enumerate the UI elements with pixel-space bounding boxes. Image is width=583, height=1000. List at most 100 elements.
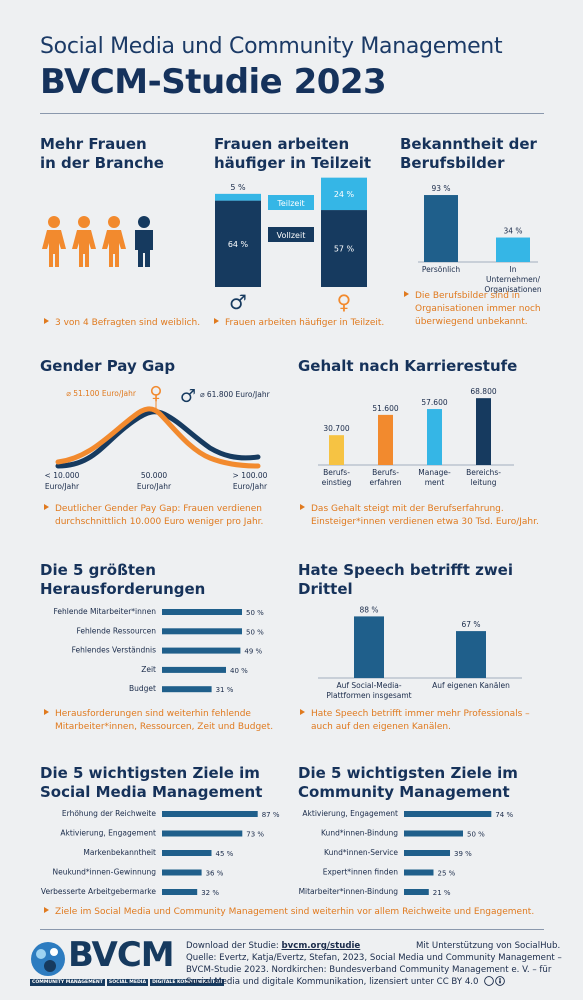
footer-text: Download der Studie: bvcm.org/studie Que…	[186, 941, 562, 987]
teilzeit-bar	[215, 193, 261, 201]
hbar	[162, 830, 243, 837]
bar-category-label: Zeit	[141, 665, 156, 674]
bar-category-label: Fehlende Mitarbeiter*innen	[54, 607, 157, 616]
paygap-x-label: < 10.000	[45, 471, 80, 480]
hbar	[162, 686, 212, 693]
bar-category-label: Neukund*innen-Gewinnung	[53, 868, 157, 877]
bar-category-label: Erhöhung der Reichweite	[62, 809, 157, 818]
salary-bar	[329, 435, 344, 465]
salary-category: Berufs-	[372, 468, 399, 477]
bar-value: 50 %	[246, 609, 264, 617]
vollzeit-legend-label: Vollzeit	[277, 231, 306, 240]
salary-category: Bereichs-	[466, 468, 501, 477]
bar-value: 39 %	[454, 850, 472, 858]
salary-category: ment	[425, 478, 445, 487]
hbar	[162, 666, 226, 673]
awareness-title: Bekanntheit der Berufsbilder	[400, 135, 537, 172]
vollzeit-bar	[215, 200, 261, 287]
female-person-icon	[42, 216, 66, 267]
awareness-category: Unternehmen/	[486, 275, 541, 284]
awareness-bar	[496, 237, 530, 262]
paygap-title: Gender Pay Gap	[40, 357, 176, 375]
teilzeit-legend	[268, 195, 314, 210]
paygap-x-label: 50.000	[141, 471, 167, 480]
paygap-x-label: Euro/Jahr	[45, 482, 80, 491]
salary-category: erfahren	[370, 478, 402, 487]
bar-value: 21 %	[433, 889, 451, 897]
hbar	[404, 869, 434, 876]
salary-category: Berufs-	[323, 468, 350, 477]
hate-category: Auf eigenen Kanälen	[432, 681, 510, 690]
hbar	[162, 811, 258, 817]
bar-category-label: Fehlende Ressourcen	[76, 626, 156, 635]
salary-category: leitung	[471, 478, 497, 487]
female-symbol-icon: ♀	[337, 290, 352, 314]
goals-smm-chart: Erhöhung der Reichweite 87 % Aktivierung, …	[41, 809, 280, 897]
salary-title: Gehalt nach Karrierestufe	[298, 357, 518, 375]
women-icon-array	[42, 216, 153, 267]
footer-divider	[40, 929, 544, 930]
male-mean-label: ⌀ 61.800 Euro/Jahr	[200, 390, 271, 399]
bar-category-label: Aktivierung, Engagement	[302, 809, 398, 818]
salary-note: Das Gehalt steigt mit der Berufserfahrun…	[300, 503, 539, 529]
goals-cm-title: Die 5 wichtigsten Ziele im Community Mana…	[298, 764, 518, 801]
download-link[interactable]: bvcm.org/studie	[281, 941, 361, 951]
salary-category: einstieg	[322, 478, 352, 487]
salary-bar	[476, 398, 491, 465]
goals-note: Ziele im Social Media und Community Mana…	[44, 906, 534, 919]
teilzeit-legend-label: Teilzeit	[276, 199, 304, 208]
male-symbol-icon: ♂	[229, 290, 247, 314]
salary-category: Manage-	[418, 468, 451, 477]
challenges-note: Herausforderungen sind weiterhin fehlend…	[44, 708, 273, 734]
paygap-x-label: > 100.00	[233, 471, 268, 480]
women-note: 3 von 4 Befragten sind weiblich.	[44, 317, 200, 330]
female-person-icon	[102, 216, 126, 267]
bar-category-label: Aktivierung, Engagement	[60, 829, 156, 838]
bar-value: 73 %	[246, 831, 264, 839]
paygap-x-label: Euro/Jahr	[137, 482, 172, 491]
hbar	[404, 811, 492, 817]
bar-category-label: Kund*innen-Bindung	[321, 829, 398, 838]
hbar	[404, 889, 429, 895]
hate-note: Hate Speech betrifft immer mehr Professi…	[300, 708, 530, 734]
paygap-chart: ♀ ⌀ 51.100 Euro/Jahr ♂ ⌀ 61.800 Euro/Jahr < …	[45, 383, 271, 491]
challenges-title: Die 5 größten Herausforderungen	[40, 561, 206, 598]
female-salary-curve	[55, 406, 261, 469]
male-salary-curve	[55, 409, 261, 469]
awareness-note: Die Berufsbilder sind in Organisationen …	[404, 290, 541, 329]
bvcm-logo-tagline: COMMUNITY MANAGEMENT SOCIAL MEDIA DIGITA…	[30, 979, 225, 986]
female-person-icon	[72, 216, 96, 267]
bar-value: 50 %	[467, 831, 485, 839]
hate-bar	[456, 631, 486, 678]
hate-category: Auf Social-Media-	[336, 681, 401, 690]
women-title: Mehr Frauen in der Branche	[40, 135, 164, 172]
hbar	[162, 850, 212, 856]
paygap-x-label: Euro/Jahr	[233, 482, 268, 491]
parttime-title: Frauen arbeiten häufiger in Teilzeit	[214, 135, 372, 172]
footer-support: Mit Unterstützung von SocialHub.	[416, 941, 561, 951]
male-symbol-icon: ♂	[180, 386, 196, 407]
bar-value: 40 %	[230, 667, 248, 675]
page-title: Social Media und Community Management	[40, 34, 503, 59]
bar-value: 31 %	[216, 686, 234, 694]
awareness-category: In	[510, 265, 517, 274]
parttime-chart: 64 % 5 % ♂ 57 % 24 % ♀ Teilzeit Vollzeit	[215, 177, 367, 314]
challenges-chart: Fehlende Mitarbeiter*innen 50 % Fehlende R…	[54, 607, 265, 694]
bar-category-label: Kund*innen-Service	[324, 848, 398, 857]
hbar	[162, 647, 241, 654]
salary-value: 51.600	[372, 404, 398, 413]
bar-value: 87 %	[262, 811, 280, 819]
bar-value: 74 %	[495, 811, 513, 819]
bar-value: 49 %	[244, 648, 262, 656]
salary-chart: 30.700 Berufs-einstieg 51.600 Berufs-erfahr…	[318, 387, 514, 487]
salary-value: 30.700	[323, 424, 349, 433]
goals-smm-title: Die 5 wichtigsten Ziele im Social Media M…	[40, 764, 263, 801]
hbar	[162, 869, 202, 876]
female-mean-label: ⌀ 51.100 Euro/Jahr	[66, 389, 137, 398]
awareness-bar	[424, 195, 458, 262]
male-person-icon	[135, 216, 153, 267]
hate-value: 88 %	[359, 605, 378, 614]
salary-bar	[427, 409, 442, 465]
awareness-value: 93 %	[431, 184, 450, 193]
hbar	[162, 628, 242, 635]
